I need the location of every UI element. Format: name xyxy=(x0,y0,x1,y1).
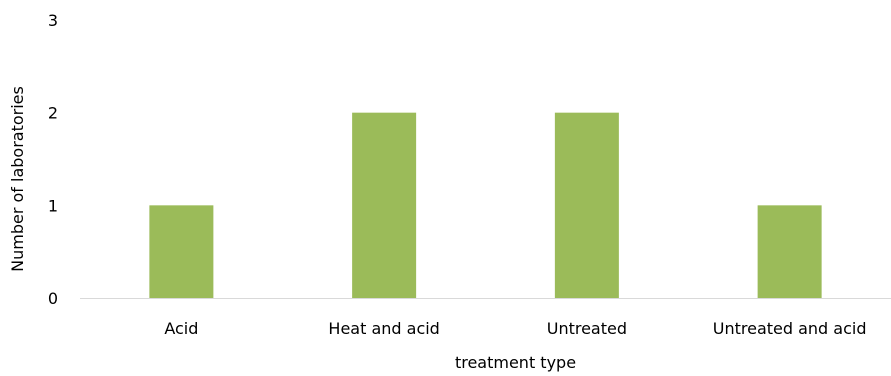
bar-0 xyxy=(149,205,214,298)
x-tick-label-3: Untreated and acid xyxy=(713,319,867,338)
x-tick-label-0: Acid xyxy=(164,319,198,338)
y-tick-label-3: 3 xyxy=(48,11,58,30)
y-tick-label-2: 2 xyxy=(48,104,58,123)
bars xyxy=(149,112,822,299)
bar-1 xyxy=(352,112,417,299)
x-axis-ticks: Acid Heat and acid Untreated Untreated and … xyxy=(164,319,866,338)
y-tick-label-1: 1 xyxy=(48,196,58,215)
x-tick-label-2: Untreated xyxy=(547,319,627,338)
y-tick-label-0: 0 xyxy=(48,289,58,308)
bar-3 xyxy=(757,205,822,298)
y-axis-title: Number of laboratories xyxy=(8,86,27,272)
x-axis-title: treatment type xyxy=(455,353,576,372)
bar-2 xyxy=(554,112,619,299)
x-tick-label-1: Heat and acid xyxy=(328,319,439,338)
y-axis-ticks: 0 1 2 3 xyxy=(48,11,58,308)
